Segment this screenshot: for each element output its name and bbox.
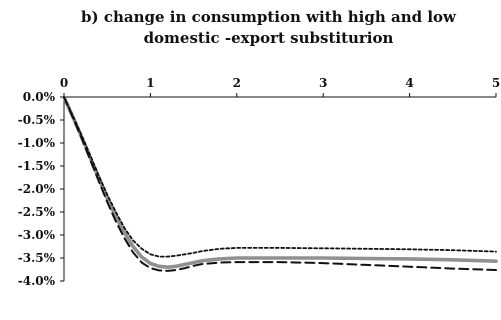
chart-title-line-1: b) change in consumption with high and l… — [81, 8, 456, 26]
y-tick-label: -0.5% — [18, 113, 56, 127]
y-tick-label: -1.5% — [18, 159, 56, 173]
x-tick-label: 4 — [405, 76, 413, 90]
x-tick-label: 2 — [233, 76, 241, 90]
y-tick-label: -4.0% — [18, 274, 56, 288]
y-tick-label: -3.5% — [18, 251, 56, 265]
x-tick-label: 3 — [319, 76, 327, 90]
y-tick-label: -3.0% — [18, 228, 56, 242]
y-tick-label: -1.0% — [18, 136, 56, 150]
y-tick-label: 0.0% — [23, 90, 56, 104]
series-line-solid-gray — [62, 95, 498, 269]
y-tick-label: -2.0% — [18, 182, 56, 196]
x-tick-label: 0 — [60, 76, 68, 90]
x-tick-label: 1 — [146, 76, 154, 90]
series-line-dashed — [63, 96, 497, 272]
x-tick-label: 5 — [492, 76, 500, 90]
series-line-dotted — [63, 96, 497, 258]
chart-title-line-2: domestic -export substiturion — [143, 29, 394, 47]
y-tick-label: -2.5% — [18, 205, 56, 219]
